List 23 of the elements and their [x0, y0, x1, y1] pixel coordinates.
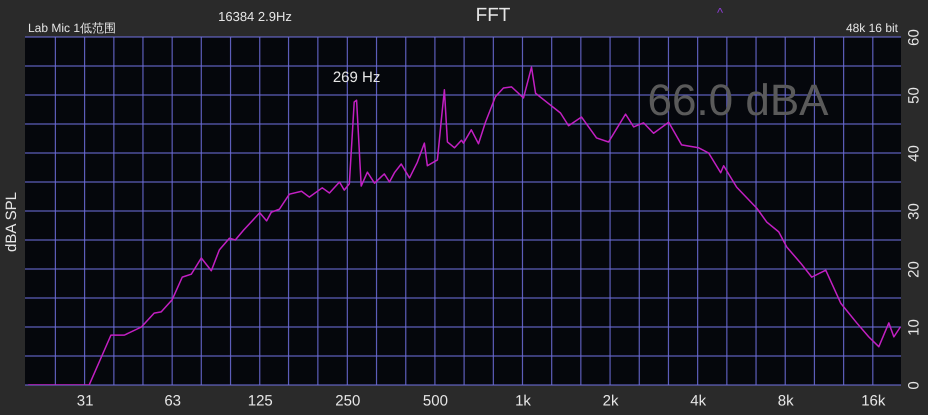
x-tick-label: 1k — [515, 392, 532, 410]
x-tick-label: 8k — [778, 392, 794, 410]
text: 16384 2.9Hz — [218, 9, 292, 24]
x-tick-label: 4k — [690, 392, 707, 410]
text: Lab Mic 1低范围 — [28, 21, 116, 35]
y-tick-label: 10 — [906, 319, 922, 336]
y-tick-label: 60 — [906, 29, 922, 46]
chart-title: FFT — [476, 5, 511, 26]
x-tick-label: 63 — [164, 392, 182, 410]
y-tick-label: 30 — [906, 203, 922, 220]
x-tick-label: 16k — [861, 392, 886, 410]
x-tick-label: 125 — [248, 392, 273, 410]
y-tick-label: 40 — [906, 145, 922, 162]
x-tick-label: 31 — [76, 392, 94, 410]
y-tick-label: 20 — [906, 261, 922, 278]
x-tick-label: 500 — [422, 392, 448, 410]
y-tick-label: 50 — [906, 87, 922, 104]
text: 48k 16 bit — [846, 21, 899, 35]
x-tick-label: 2k — [602, 392, 619, 410]
text: ^ — [716, 5, 724, 20]
y-axis-title: dBA SPL — [3, 192, 20, 252]
y-tick-label: 0 — [906, 381, 922, 390]
x-tick-label: 250 — [335, 392, 360, 410]
